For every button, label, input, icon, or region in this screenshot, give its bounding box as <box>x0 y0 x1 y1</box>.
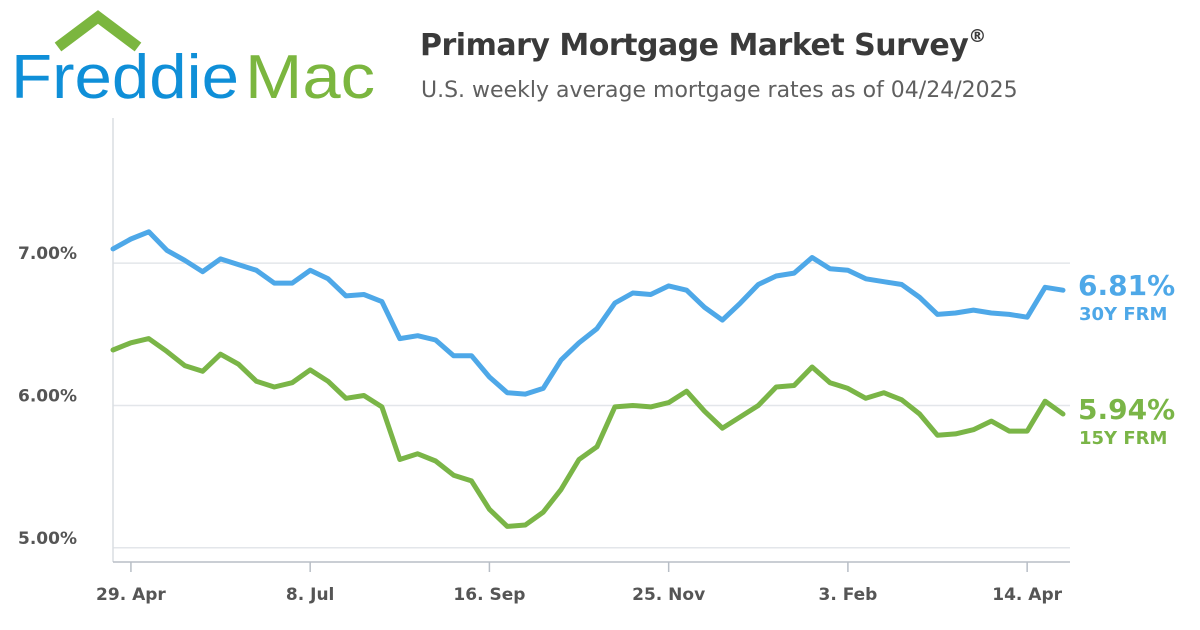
x-tick-label: 14. Apr <box>992 585 1062 605</box>
x-tick-label: 3. Feb <box>818 585 877 605</box>
y-tick-label: 5.00% <box>18 529 77 549</box>
series-latest-value: 5.94% <box>1078 393 1175 426</box>
series-lines <box>110 229 1066 529</box>
y-tick-label: 7.00% <box>18 244 77 264</box>
series-line <box>110 336 1066 529</box>
x-tick-label: 16. Sep <box>453 585 525 605</box>
chart-title-text: Primary Mortgage Market Survey <box>420 28 969 63</box>
x-tick-label: 25. Nov <box>632 585 705 605</box>
x-tick-label: 8. Jul <box>286 585 334 605</box>
chart-title: Primary Mortgage Market Survey® <box>420 26 986 63</box>
x-tick-label: 29. Apr <box>96 585 166 605</box>
logo-word-mac: Mac <box>245 43 375 112</box>
logo-word-freddie: Freddie <box>11 43 239 112</box>
x-tick-labels: 29. Apr 8. Jul 16. Sep 25. Nov 3. Feb 14. Apr <box>96 562 1063 605</box>
series-end-labels: 6.81%30Y FRM 5.94%15Y FRM <box>1078 269 1175 449</box>
series-name-label: 30Y FRM <box>1079 304 1167 325</box>
series-line <box>110 229 1066 397</box>
series-latest-value: 6.81% <box>1078 269 1175 302</box>
series-name-label: 15Y FRM <box>1079 428 1167 449</box>
freddie-mac-logo: Freddie Mac <box>11 10 375 112</box>
registered-mark: ® <box>968 26 986 47</box>
chart-subtitle: U.S. weekly average mortgage rates as of… <box>421 78 1018 103</box>
logo-roof-icon <box>54 10 142 52</box>
y-tick-labels: 5.00% 6.00% 7.00% <box>18 244 77 549</box>
y-tick-label: 6.00% <box>18 386 77 406</box>
